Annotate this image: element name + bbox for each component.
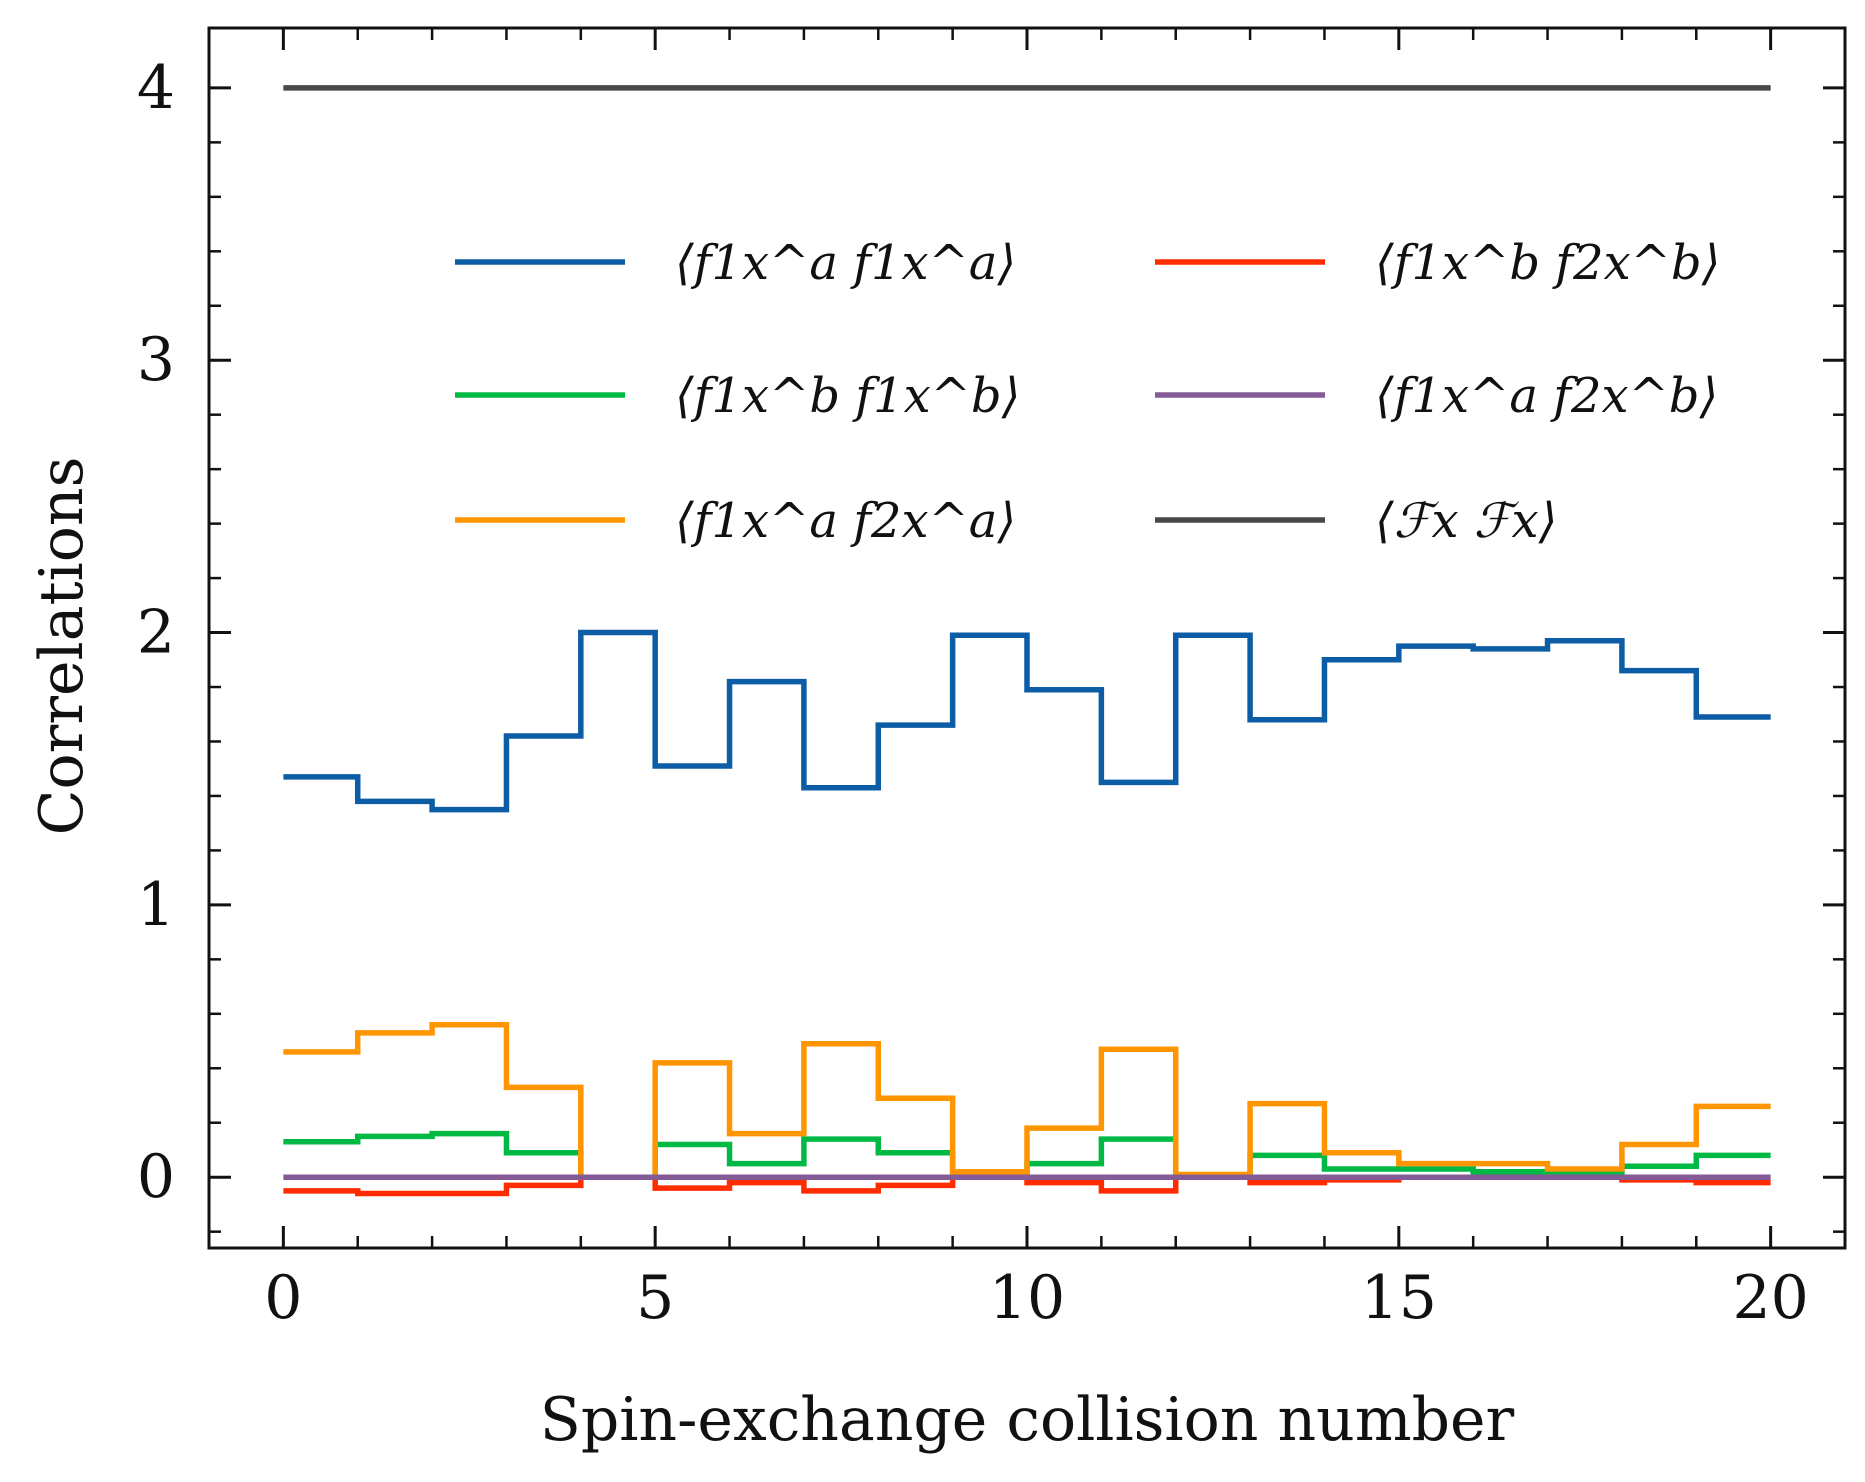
x-tick-label: 20 bbox=[1732, 1263, 1808, 1333]
axis-ticks: 0 5 10 15 20 0 1 2 3 4 bbox=[137, 28, 1847, 1333]
y-tick-label: 3 bbox=[137, 325, 175, 395]
legend-label-2: ⟨f1x^a f2x^a⟩ bbox=[675, 493, 1016, 549]
x-tick-label: 5 bbox=[636, 1263, 674, 1333]
series-line-0 bbox=[283, 629, 1771, 813]
y-axis-label: Correlations bbox=[27, 457, 97, 836]
legend-label-5: ⟨ℱx ℱx⟩ bbox=[1375, 493, 1557, 549]
y-tick-label: 2 bbox=[137, 598, 175, 668]
x-tick-label: 10 bbox=[989, 1263, 1065, 1333]
legend-label-0: ⟨f1x^a f1x^a⟩ bbox=[675, 235, 1016, 291]
legend-label-3: ⟨f1x^b f2x^b⟩ bbox=[1375, 235, 1720, 291]
legend-label-1: ⟨f1x^b f1x^b⟩ bbox=[675, 368, 1020, 424]
series-line-2 bbox=[283, 1021, 1771, 1180]
y-tick-label: 4 bbox=[137, 53, 175, 123]
y-tick-label: 0 bbox=[137, 1142, 175, 1212]
x-axis-label: Spin-exchange collision number bbox=[540, 1385, 1515, 1455]
legend-label-4: ⟨f1x^a f2x^b⟩ bbox=[1375, 368, 1718, 424]
legend: ⟨f1x^a f1x^a⟩ ⟨f1x^b f1x^b⟩ ⟨f1x^a f2x^a⟩ ⟨… bbox=[455, 235, 1720, 549]
x-tick-label: 15 bbox=[1361, 1263, 1437, 1333]
series-layer bbox=[283, 85, 1771, 1197]
y-tick-label: 1 bbox=[137, 870, 175, 940]
x-tick-label: 0 bbox=[264, 1263, 302, 1333]
